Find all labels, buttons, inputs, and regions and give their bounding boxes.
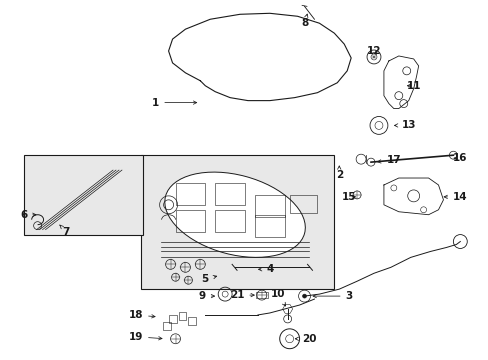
Text: 11: 11 — [406, 81, 420, 91]
Text: 10: 10 — [270, 289, 285, 306]
Text: 7: 7 — [60, 225, 70, 237]
Text: 15: 15 — [341, 192, 356, 202]
Bar — [175, 210, 205, 231]
Text: 3: 3 — [312, 291, 352, 301]
Bar — [24, 155, 142, 235]
Text: 1: 1 — [152, 98, 196, 108]
Bar — [215, 210, 244, 231]
Bar — [178, 312, 186, 320]
Bar — [188, 317, 196, 325]
Text: 6: 6 — [20, 210, 36, 220]
Bar — [175, 183, 205, 205]
Text: 4: 4 — [258, 264, 273, 274]
Text: 8: 8 — [300, 14, 307, 28]
Circle shape — [302, 294, 306, 298]
Bar — [168, 315, 176, 323]
Bar — [215, 183, 244, 205]
Bar — [254, 195, 284, 217]
Text: 21: 21 — [229, 290, 254, 300]
Bar — [289, 195, 317, 213]
Text: 17: 17 — [377, 155, 400, 165]
Text: 19: 19 — [128, 332, 162, 342]
Text: 14: 14 — [443, 192, 467, 202]
Text: 12: 12 — [366, 46, 381, 56]
Bar — [141, 155, 334, 289]
Text: 18: 18 — [128, 310, 155, 320]
Text: 2: 2 — [335, 166, 342, 180]
Text: 5: 5 — [201, 274, 216, 284]
Text: 13: 13 — [394, 121, 415, 130]
Bar — [163, 322, 170, 330]
Text: 9: 9 — [198, 291, 214, 301]
Ellipse shape — [164, 172, 305, 257]
Bar — [255, 292, 267, 298]
Bar — [254, 215, 284, 237]
Text: 20: 20 — [295, 334, 316, 344]
Text: 16: 16 — [452, 153, 467, 163]
